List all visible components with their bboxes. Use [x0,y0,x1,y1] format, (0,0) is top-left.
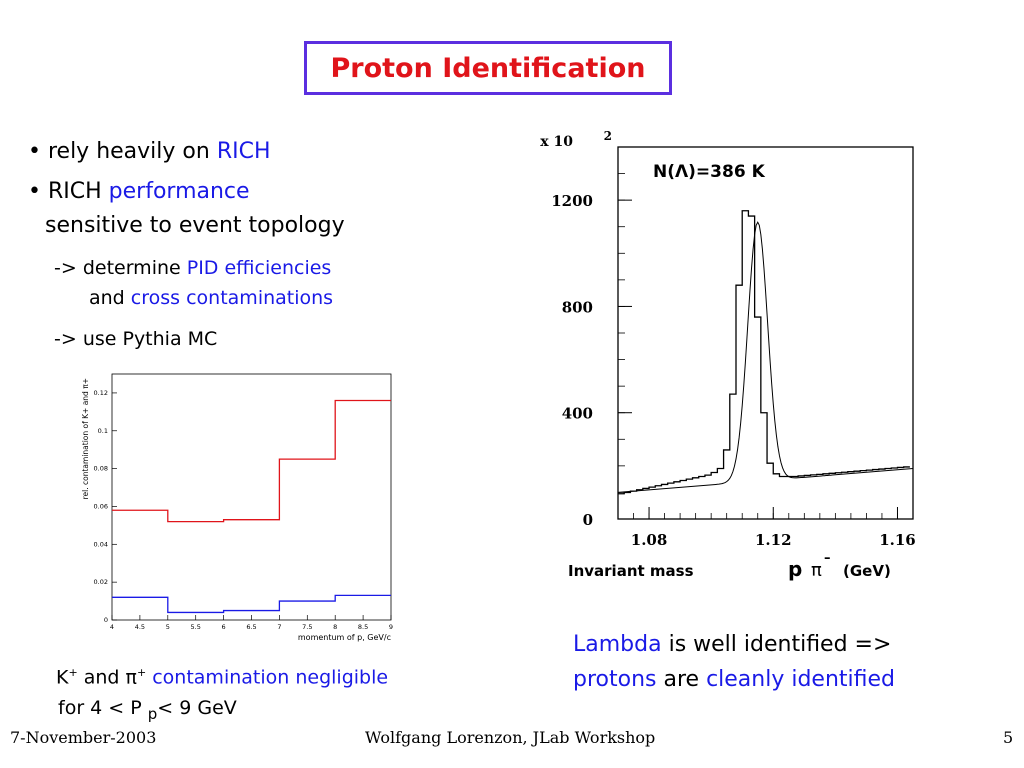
subpoint-pythia: -> use Pythia MC [54,328,218,350]
bullet-2-line2: sensitive to event topology [45,213,345,238]
y-tick-label: 800 [562,298,593,316]
momentum-subscript: p [147,704,158,723]
y-tick-label: 0 [104,616,108,624]
caption-and: and [77,666,126,689]
protons-highlight: protons [573,667,657,692]
x-tick-label: 8.5 [358,623,368,631]
x-tick-label: 1.08 [631,531,668,549]
x-axis-pion: π [811,560,822,581]
y-tick-label: 0.12 [94,389,108,397]
kaon-label: K [56,666,69,689]
x-tick-label: 1.16 [879,531,916,549]
histogram-series-red [112,399,391,523]
momentum-range-suffix: < 9 GeV [157,697,237,719]
x-tick-label: 7.5 [302,623,312,631]
x-axis-label: Invariant mass [568,562,694,580]
pion-charge: + [136,666,147,679]
subpoint-pid: -> determine PID efficiencies [54,257,331,279]
y-tick-label: 1200 [551,192,593,210]
x-tick-label: 5.5 [191,623,201,631]
y-tick-label: 0.1 [98,427,108,435]
lambda-highlight: Lambda [573,632,662,657]
x-tick-label: 7 [277,623,281,631]
x-axis-pion-charge: – [824,551,831,566]
y-multiplier: x 10 [540,134,573,150]
right-caption-line2: protons are cleanly identified [573,667,895,692]
bullet-1-highlight: RICH [216,139,271,164]
yield-annotation: N(Λ)=386 K [653,162,766,182]
title-box: Proton Identification [304,41,672,95]
slide-title: Proton Identification [330,52,646,84]
footer-page-number: 5 [1003,728,1014,747]
x-axis-unit: (GeV) [843,562,891,580]
subpoint-pid-line2: and cross contaminations [89,287,333,309]
cleanly-identified-highlight: cleanly identified [706,667,896,692]
y-axis-label: rel. contamination of K+ and π+ [81,378,90,499]
bullet-2-text: • RICH [28,179,109,204]
x-tick-label: 4.5 [135,623,145,631]
bullet-1-text: • rely heavily on [28,139,217,164]
footer-author: Wolfgang Lorenzon, JLab Workshop [365,728,656,747]
x-tick-label: 9 [389,623,393,631]
caption-highlight: contamination negligible [146,666,389,689]
right-caption-line1: Lambda is well identified => [573,632,891,657]
x-tick-label: 5 [166,623,170,631]
x-tick-label: 8 [333,623,337,631]
y-tick-label: 0.08 [94,465,108,473]
x-tick-label: 1.12 [755,531,792,549]
kaon-charge: + [68,666,78,679]
left-caption-line2: for 4 < P p< 9 GeV [58,697,237,723]
right-caption-text-2: are [656,667,707,692]
y-tick-label: 0 [583,511,593,529]
bullet-rich: • rely heavily on RICH [28,139,271,164]
fit-curve [617,221,914,493]
x-tick-label: 6 [222,623,226,631]
y-tick-label: 0.02 [94,578,108,586]
x-tick-label: 4 [110,623,114,631]
subpoint-1-line2-highlight: cross contaminations [130,287,334,309]
y-tick-label: 0.06 [94,502,108,510]
histogram-series-blue [112,594,391,614]
subpoint-1-text: -> determine [54,257,187,279]
momentum-range-prefix: for 4 < P [58,697,148,719]
subpoint-1-highlight: PID efficiencies [186,257,332,279]
left-caption-line1: K+ and π+ contamination negligible [56,666,388,688]
x-axis-label: momentum of p, GeV/c [298,633,391,642]
right-caption-text-1: is well identified => [661,632,892,657]
footer-date: 7-November-2003 [10,728,157,747]
y-tick-label: 400 [562,405,593,423]
mass-histogram [618,210,910,495]
plot-frame [111,373,392,621]
bullet-performance: • RICH performance [28,179,250,204]
contamination-chart: 4 4.5 5 5.5 6 6.5 7 7.5 8 8.5 9 0 0.02 0.04 0.06 0.08 0.… [81,373,393,642]
bullet-2-highlight: performance [108,179,250,204]
x-tick-label: 6.5 [246,623,256,631]
y-multiplier-exponent: 2 [604,129,612,143]
invariant-mass-chart: 1.08 1.12 1.16 0 400 800 1200 x 10 2 N(Λ)=386 K In… [540,129,916,581]
subpoint-1-line2-text: and [89,287,131,309]
pion-label: π [125,666,137,689]
y-tick-label: 0.04 [94,540,108,548]
x-axis-particle: p [788,557,802,581]
plot-frame [617,146,914,520]
